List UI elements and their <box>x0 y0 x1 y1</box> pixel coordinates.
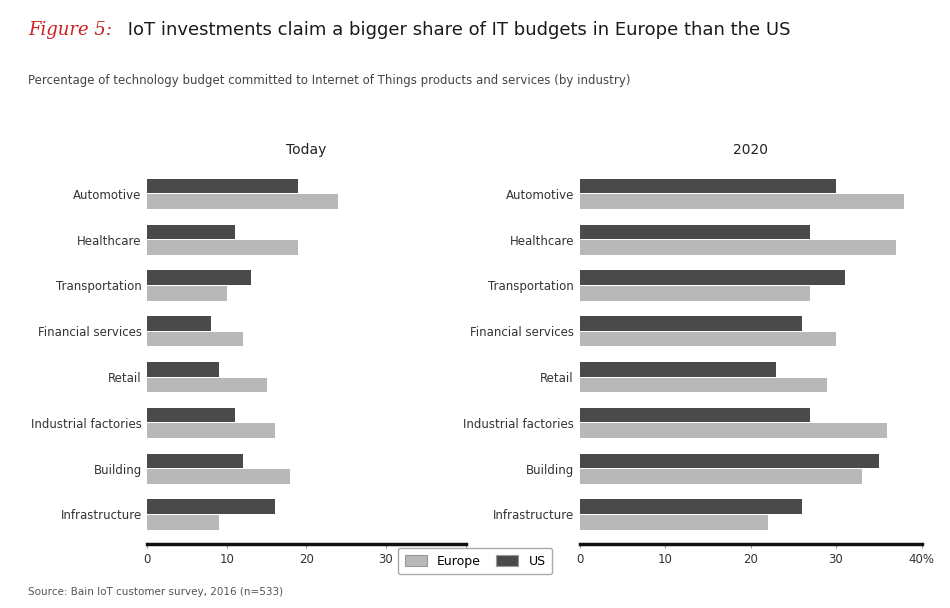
Text: Figure 5:: Figure 5: <box>28 21 112 40</box>
Bar <box>147 224 235 239</box>
Title: Today: Today <box>286 143 327 157</box>
Bar <box>147 454 243 468</box>
Bar <box>147 195 338 209</box>
Text: Source: Bain IoT customer survey, 2016 (n=533): Source: Bain IoT customer survey, 2016 (… <box>28 587 284 597</box>
Bar <box>580 499 802 514</box>
Bar <box>580 408 810 423</box>
Bar <box>147 179 298 193</box>
Bar <box>580 515 768 530</box>
Bar <box>580 286 810 300</box>
Bar <box>147 515 218 530</box>
Bar <box>147 332 243 347</box>
Bar <box>580 423 887 438</box>
Bar <box>580 224 810 239</box>
Title: 2020: 2020 <box>733 143 768 157</box>
Bar <box>147 240 298 255</box>
Text: Percentage of technology budget committed to Internet of Things products and ser: Percentage of technology budget committe… <box>28 74 631 87</box>
Bar <box>580 179 836 193</box>
Bar <box>147 362 218 376</box>
Text: IoT investments claim a bigger share of IT budgets in Europe than the US: IoT investments claim a bigger share of … <box>122 21 790 40</box>
Bar <box>147 271 251 285</box>
Bar <box>147 316 211 331</box>
Bar <box>580 378 827 392</box>
Bar <box>580 469 862 484</box>
Bar <box>147 469 291 484</box>
Bar <box>580 195 904 209</box>
Bar <box>580 454 879 468</box>
Bar <box>147 378 267 392</box>
Bar <box>580 362 776 376</box>
Bar <box>580 316 802 331</box>
Bar <box>147 423 275 438</box>
Bar <box>580 332 836 347</box>
Bar <box>147 408 235 423</box>
Bar <box>580 271 845 285</box>
Legend: Europe, US: Europe, US <box>398 548 552 575</box>
Bar <box>147 499 275 514</box>
Bar <box>147 286 227 300</box>
Bar <box>580 240 896 255</box>
